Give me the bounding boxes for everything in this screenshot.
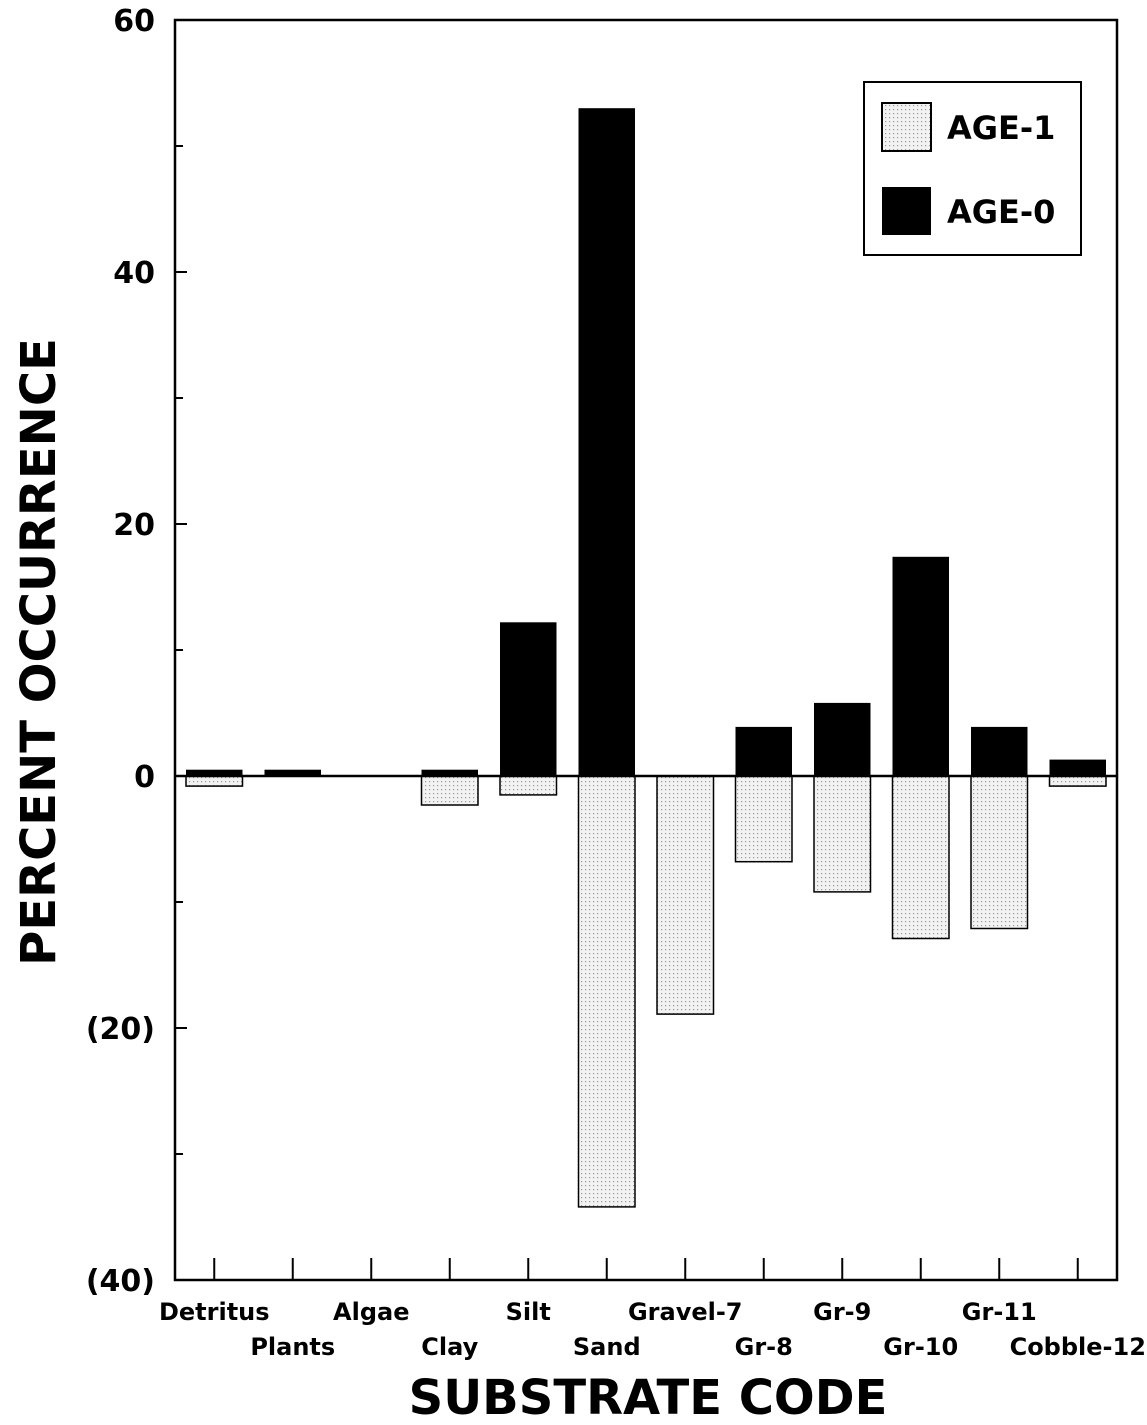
bar-age-0-sand <box>578 108 635 776</box>
x-tick-label-plants: Plants <box>250 1333 335 1361</box>
bar-age-0-silt <box>500 622 557 776</box>
y-tick-label: 60 <box>113 4 155 39</box>
bar-age-0-gr-11 <box>971 726 1028 776</box>
bar-age-0-plants <box>264 769 321 776</box>
bar-age-1-gr-9 <box>813 775 872 893</box>
x-tick-label-gravel-7: Gravel-7 <box>628 1298 743 1326</box>
legend-label-age-0: AGE-0 <box>947 193 1055 231</box>
x-tick-label-gr-8: Gr-8 <box>735 1333 793 1361</box>
bar-age-1-gr-10 <box>891 775 950 940</box>
x-tick-label-gr-11: Gr-11 <box>962 1298 1037 1326</box>
bar-age-1-cobble-12 <box>1048 775 1107 787</box>
x-tick-label-algae: Algae <box>333 1298 409 1326</box>
x-tick-label-detritus: Detritus <box>159 1298 270 1326</box>
x-tick-label-sand: Sand <box>573 1333 641 1361</box>
bar-age-1-gr-8 <box>734 775 793 863</box>
legend-swatch-age-1 <box>881 102 932 152</box>
y-tick-label: (20) <box>86 1012 155 1047</box>
bar-age-1-clay <box>420 775 479 806</box>
bar-age-0-clay <box>421 769 478 776</box>
bar-age-0-detritus <box>186 769 243 776</box>
x-tick-label-silt: Silt <box>506 1298 551 1326</box>
bars-layer <box>185 108 1107 1208</box>
labels-layer: 60 40 20 0 (20) (40)Detritus Plants Algae Clay Si… <box>86 4 1146 1361</box>
axes-layer <box>173 18 1119 1282</box>
y-tick-label: 20 <box>113 508 155 543</box>
bar-age-1-gravel-7 <box>656 775 715 1015</box>
x-tick-label-clay: Clay <box>421 1333 478 1361</box>
bar-age-0-cobble-12 <box>1049 759 1106 776</box>
x-tick-label-gr-10: Gr-10 <box>883 1333 958 1361</box>
y-tick-label: (40) <box>86 1264 155 1299</box>
y-tick-label: 0 <box>134 760 155 795</box>
bar-age-1-detritus <box>185 775 244 787</box>
x-tick-label-gr-9: Gr-9 <box>813 1298 871 1326</box>
x-tick-label-cobble-12: Cobble-12 <box>1010 1333 1146 1361</box>
bar-age-1-silt <box>499 775 558 796</box>
y-axis-title: PERCENT OCCURRENCE <box>11 338 67 966</box>
bar-age-0-gr-8 <box>735 726 792 776</box>
x-axis-title: SUBSTRATE CODE <box>409 1370 888 1425</box>
bar-age-1-gr-11 <box>970 775 1029 930</box>
bar-age-0-gr-10 <box>892 556 949 776</box>
legend-swatch-age-0 <box>882 187 931 235</box>
y-tick-label: 40 <box>113 256 155 291</box>
bar-age-0-gr-9 <box>814 702 871 776</box>
bar-age-1-sand <box>577 775 636 1208</box>
legend: AGE-1 AGE-0 <box>863 81 1082 256</box>
legend-label-age-1: AGE-1 <box>947 109 1055 147</box>
